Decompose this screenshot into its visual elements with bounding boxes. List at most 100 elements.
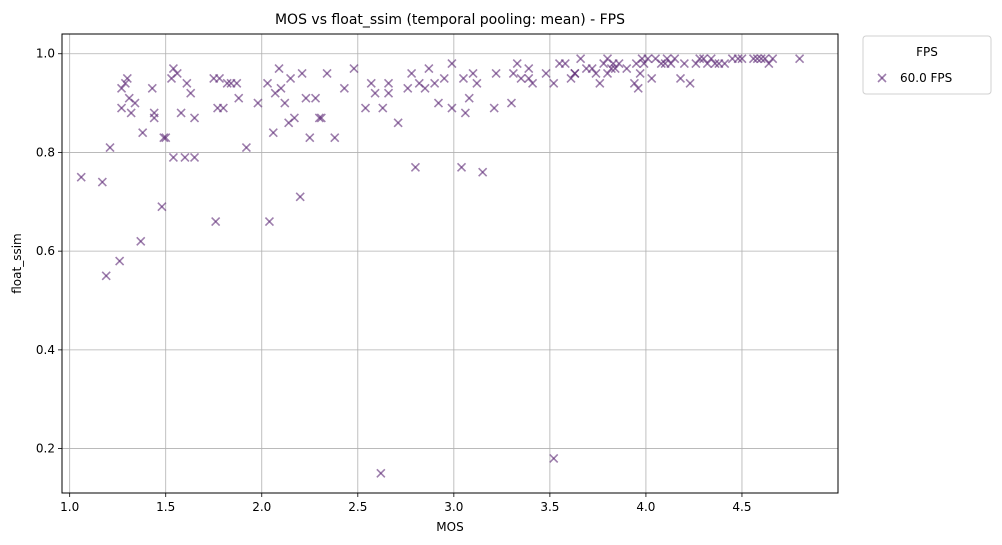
data-point <box>187 89 195 97</box>
data-point <box>340 84 348 92</box>
data-point <box>448 104 456 112</box>
data-point <box>421 84 429 92</box>
data-point <box>648 74 656 82</box>
data-point <box>636 69 644 77</box>
data-point <box>173 69 181 77</box>
data-point <box>269 129 277 137</box>
data-point <box>191 153 199 161</box>
data-point <box>150 114 158 122</box>
data-point <box>721 60 729 68</box>
data-point <box>686 79 694 87</box>
data-point <box>529 79 537 87</box>
data-point <box>323 69 331 77</box>
data-point <box>676 74 684 82</box>
x-axis-label: MOS <box>436 520 463 534</box>
chart-title: MOS vs float_ssim (temporal pooling: mea… <box>275 12 625 28</box>
data-point <box>592 69 600 77</box>
data-point <box>367 79 375 87</box>
data-point <box>379 104 387 112</box>
data-point <box>473 79 481 87</box>
x-axis-ticks: 1.0 1.5 2.0 2.5 3.0 3.5 4.0 4.5 <box>60 493 751 514</box>
data-point <box>431 79 439 87</box>
data-point <box>634 84 642 92</box>
data-point <box>212 218 220 226</box>
data-point <box>408 69 416 77</box>
data-point <box>623 65 631 73</box>
data-point <box>385 79 393 87</box>
data-point <box>458 163 466 171</box>
y-tick-label: 0.8 <box>36 145 55 159</box>
data-point <box>106 144 114 152</box>
data-point <box>769 55 777 63</box>
data-point <box>137 237 145 245</box>
data-point <box>102 272 110 280</box>
data-point <box>277 84 285 92</box>
data-point <box>235 94 243 102</box>
x-tick-label: 1.0 <box>60 500 79 514</box>
data-point <box>298 69 306 77</box>
data-point <box>507 99 515 107</box>
data-point <box>377 469 385 477</box>
data-point <box>596 79 604 87</box>
data-point <box>191 114 199 122</box>
data-point <box>644 55 652 63</box>
data-point <box>177 109 185 117</box>
data-point <box>127 109 135 117</box>
data-point <box>98 178 106 186</box>
data-point <box>275 65 283 73</box>
data-point <box>361 104 369 112</box>
data-point <box>404 84 412 92</box>
data-point <box>233 79 241 87</box>
data-point <box>302 94 310 102</box>
data-point <box>448 60 456 68</box>
data-point <box>479 168 487 176</box>
data-point <box>118 104 126 112</box>
data-point <box>469 69 477 77</box>
data-point <box>459 74 467 82</box>
legend-title: FPS <box>916 45 938 59</box>
y-tick-label: 0.4 <box>36 343 55 357</box>
data-point <box>290 114 298 122</box>
data-point <box>139 129 147 137</box>
legend: FPS 60.0 FPS <box>863 36 991 94</box>
plot-area-frame <box>62 34 838 493</box>
data-point <box>550 79 558 87</box>
data-point <box>219 104 227 112</box>
data-point <box>492 69 500 77</box>
data-point <box>542 69 550 77</box>
data-point <box>517 74 525 82</box>
x-tick-label: 1.5 <box>156 500 175 514</box>
legend-series-label: 60.0 FPS <box>900 71 952 85</box>
data-point <box>77 173 85 181</box>
data-point <box>371 89 379 97</box>
data-point <box>525 65 533 73</box>
data-point <box>440 74 448 82</box>
y-axis-label: float_ssim <box>10 233 24 294</box>
x-tick-label: 4.0 <box>636 500 655 514</box>
data-point <box>561 60 569 68</box>
data-point <box>550 454 558 462</box>
grid <box>62 34 838 493</box>
data-point <box>615 60 623 68</box>
data-point <box>571 69 579 77</box>
data-point <box>296 193 304 201</box>
data-point <box>312 94 320 102</box>
data-point <box>148 84 156 92</box>
data-point <box>671 55 679 63</box>
data-point <box>254 99 262 107</box>
data-point <box>465 94 473 102</box>
data-point <box>385 89 393 97</box>
x-tick-label: 2.0 <box>252 500 271 514</box>
data-point <box>350 65 358 73</box>
data-point <box>425 65 433 73</box>
x-tick-label: 2.5 <box>348 500 367 514</box>
data-point <box>577 55 585 63</box>
data-point <box>158 203 166 211</box>
data-point <box>509 69 517 77</box>
data-point <box>181 153 189 161</box>
data-point <box>264 79 272 87</box>
data-points <box>77 55 803 478</box>
y-tick-label: 0.2 <box>36 442 55 456</box>
x-tick-label: 3.5 <box>540 500 559 514</box>
